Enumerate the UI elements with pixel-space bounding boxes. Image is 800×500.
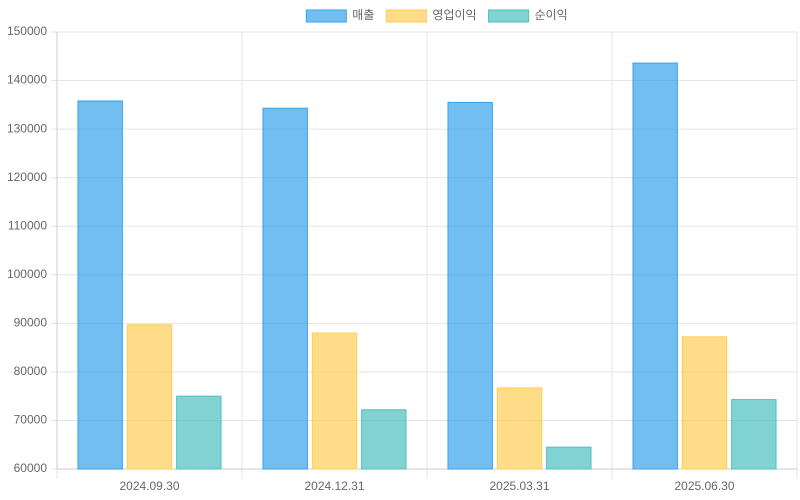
y-tick-label: 100000 bbox=[7, 267, 47, 281]
x-tick-label: 2024.12.31 bbox=[304, 479, 364, 493]
bar bbox=[447, 101, 493, 470]
y-tick-label: 130000 bbox=[7, 121, 47, 135]
legend-label: 순이익 bbox=[535, 8, 568, 22]
bar bbox=[496, 387, 543, 470]
legend-swatch bbox=[488, 9, 530, 23]
y-tick-label: 150000 bbox=[7, 24, 47, 38]
legend-swatch bbox=[305, 9, 347, 23]
bar bbox=[361, 409, 407, 470]
x-tick-label: 2025.06.30 bbox=[674, 479, 734, 493]
bar bbox=[262, 107, 308, 470]
x-tick-label: 2024.09.30 bbox=[119, 479, 179, 493]
bar bbox=[681, 336, 728, 470]
legend-swatch bbox=[385, 9, 427, 23]
legend-label: 매출 bbox=[352, 8, 374, 22]
y-tick-label: 80000 bbox=[14, 364, 48, 378]
bar bbox=[632, 62, 678, 470]
legend: 매출 영업이익 순이익 bbox=[305, 8, 568, 23]
bar bbox=[77, 100, 123, 470]
y-tick-label: 90000 bbox=[14, 316, 48, 330]
x-tick-label: 2025.03.31 bbox=[489, 479, 549, 493]
bar bbox=[311, 332, 358, 470]
bar bbox=[176, 395, 222, 470]
legend-label: 영업이익 bbox=[432, 8, 476, 22]
bar bbox=[126, 324, 173, 470]
bar bbox=[731, 399, 777, 470]
y-tick-label: 120000 bbox=[7, 170, 47, 184]
y-tick-label: 140000 bbox=[7, 73, 47, 87]
y-tick-label: 110000 bbox=[8, 218, 47, 232]
y-tick-label: 60000 bbox=[14, 461, 48, 475]
bar bbox=[546, 446, 592, 470]
y-tick-label: 70000 bbox=[14, 413, 48, 427]
